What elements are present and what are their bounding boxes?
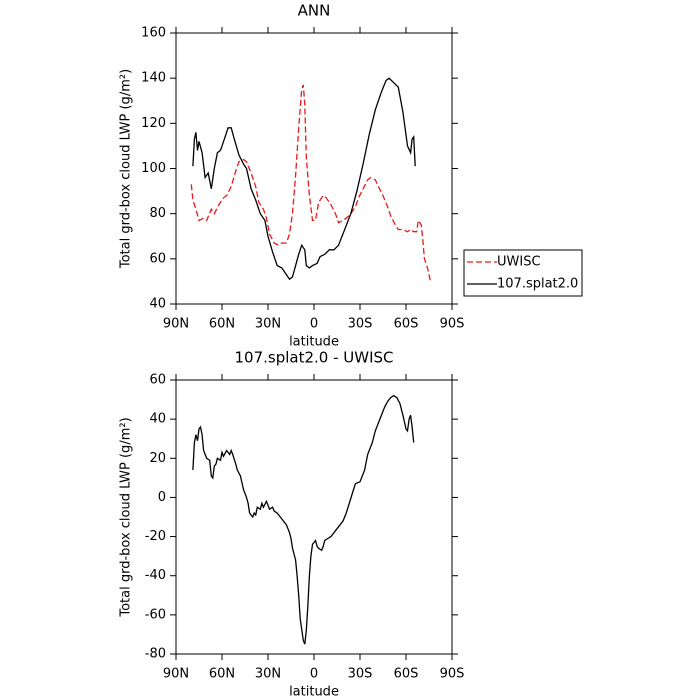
y-tick-label: -20	[145, 529, 166, 544]
y-axis-label: Total grd-box cloud LWP (g/m²)	[119, 417, 134, 617]
x-tick-label: 30N	[255, 317, 281, 332]
x-tick-label: 90S	[440, 667, 465, 682]
x-axis-label: latitude	[289, 685, 339, 700]
y-tick-label: 140	[141, 71, 166, 86]
y-tick-label: 60	[149, 373, 166, 388]
x-tick-label: 0	[310, 667, 318, 682]
y-tick-label: 40	[149, 412, 166, 427]
data-line	[192, 394, 415, 645]
y-tick-label: 0	[158, 490, 166, 505]
x-tick-label: 0	[310, 317, 318, 332]
x-tick-label: 60N	[209, 317, 235, 332]
legend-box	[463, 249, 583, 297]
y-tick-label: -60	[145, 607, 166, 622]
y-axis-label: Total grd-box cloud LWP (g/m²)	[119, 69, 134, 269]
x-tick-label: 60S	[394, 667, 419, 682]
legend-label: 107.splat2.0	[497, 277, 578, 292]
y-tick-label: 20	[149, 451, 166, 466]
y-tick-label: 120	[141, 116, 166, 131]
data-line	[192, 77, 416, 281]
x-tick-label: 90N	[163, 317, 189, 332]
x-tick-label: 90S	[440, 317, 465, 332]
legend-label: UWISC	[497, 255, 541, 270]
x-tick-label: 60S	[394, 317, 419, 332]
chart-title: ANN	[298, 2, 331, 20]
x-tick-label: 30N	[255, 667, 281, 682]
chart-title: 107.splat2.0 - UWISC	[234, 349, 393, 367]
y-tick-label: 40	[149, 297, 166, 312]
y-tick-label: 100	[141, 161, 166, 176]
y-tick-label: 60	[149, 251, 166, 266]
x-tick-label: 30S	[348, 667, 373, 682]
x-tick-label: 90N	[163, 667, 189, 682]
y-tick-label: 160	[141, 26, 166, 41]
y-tick-label: 80	[149, 206, 166, 221]
y-tick-label: -40	[145, 568, 166, 583]
data-line	[190, 84, 432, 282]
plot-frame	[175, 32, 453, 305]
x-axis-label: latitude	[289, 335, 339, 350]
x-tick-label: 60N	[209, 667, 235, 682]
x-tick-label: 30S	[348, 317, 373, 332]
y-tick-label: -80	[145, 647, 166, 662]
plot-frame	[175, 379, 453, 655]
